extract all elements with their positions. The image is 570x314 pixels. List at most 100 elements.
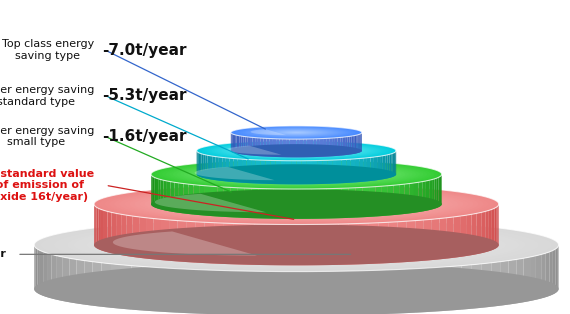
Polygon shape xyxy=(257,128,336,137)
Polygon shape xyxy=(121,265,132,310)
Polygon shape xyxy=(250,137,253,156)
Polygon shape xyxy=(364,270,377,314)
Polygon shape xyxy=(231,144,362,157)
Polygon shape xyxy=(254,146,339,155)
Polygon shape xyxy=(439,267,450,311)
Polygon shape xyxy=(356,187,363,218)
Polygon shape xyxy=(268,130,324,135)
Polygon shape xyxy=(290,139,293,157)
Polygon shape xyxy=(231,168,362,181)
Polygon shape xyxy=(278,172,315,176)
Polygon shape xyxy=(461,265,472,310)
Polygon shape xyxy=(355,159,359,182)
Polygon shape xyxy=(234,224,244,265)
Polygon shape xyxy=(276,202,317,206)
Polygon shape xyxy=(291,203,302,205)
Polygon shape xyxy=(418,181,422,212)
Text: Super energy saving
standard type: Super energy saving standard type xyxy=(0,85,94,106)
Polygon shape xyxy=(391,153,393,177)
Polygon shape xyxy=(359,134,360,153)
Polygon shape xyxy=(307,225,317,265)
Polygon shape xyxy=(242,159,246,183)
Text: Transformers of 30 years ago + 16.9t/year: Transformers of 30 years ago + 16.9t/yea… xyxy=(0,249,6,259)
Polygon shape xyxy=(238,127,356,138)
Polygon shape xyxy=(267,148,326,154)
Polygon shape xyxy=(101,263,111,308)
Polygon shape xyxy=(377,156,380,180)
Polygon shape xyxy=(269,272,283,314)
Polygon shape xyxy=(231,126,362,139)
Polygon shape xyxy=(219,157,222,181)
Polygon shape xyxy=(332,160,337,184)
Polygon shape xyxy=(267,130,326,135)
Polygon shape xyxy=(251,188,259,218)
Polygon shape xyxy=(124,187,469,221)
Polygon shape xyxy=(256,160,260,184)
Polygon shape xyxy=(94,184,499,225)
Polygon shape xyxy=(369,187,376,217)
Polygon shape xyxy=(246,199,347,209)
Polygon shape xyxy=(164,180,167,211)
Polygon shape xyxy=(146,218,153,259)
Polygon shape xyxy=(199,141,394,160)
Polygon shape xyxy=(186,221,195,263)
Polygon shape xyxy=(165,191,428,217)
Polygon shape xyxy=(264,241,329,248)
Polygon shape xyxy=(441,175,442,206)
Polygon shape xyxy=(221,197,372,212)
Polygon shape xyxy=(247,127,345,138)
Polygon shape xyxy=(200,153,202,177)
Polygon shape xyxy=(312,160,317,184)
Polygon shape xyxy=(289,189,296,219)
Polygon shape xyxy=(142,267,153,311)
Polygon shape xyxy=(276,160,281,184)
Polygon shape xyxy=(196,194,398,214)
Polygon shape xyxy=(388,185,394,216)
Polygon shape xyxy=(516,258,523,303)
Polygon shape xyxy=(349,224,359,265)
Polygon shape xyxy=(224,143,369,158)
Polygon shape xyxy=(192,234,401,256)
Polygon shape xyxy=(180,162,413,186)
Polygon shape xyxy=(67,222,526,268)
Polygon shape xyxy=(390,269,403,314)
Polygon shape xyxy=(205,195,388,213)
Polygon shape xyxy=(206,165,387,183)
Polygon shape xyxy=(303,139,307,157)
Polygon shape xyxy=(296,272,310,314)
Polygon shape xyxy=(231,144,361,157)
Polygon shape xyxy=(259,129,334,136)
Polygon shape xyxy=(251,199,342,209)
Polygon shape xyxy=(209,165,384,183)
Polygon shape xyxy=(281,189,289,219)
Polygon shape xyxy=(347,136,349,155)
Polygon shape xyxy=(169,161,424,187)
Polygon shape xyxy=(500,261,508,306)
Polygon shape xyxy=(219,143,374,159)
Polygon shape xyxy=(104,210,108,252)
Polygon shape xyxy=(498,205,499,247)
Polygon shape xyxy=(247,146,347,156)
Polygon shape xyxy=(438,176,440,207)
Polygon shape xyxy=(328,224,339,265)
Polygon shape xyxy=(389,154,391,178)
Polygon shape xyxy=(153,176,154,207)
Polygon shape xyxy=(460,215,466,257)
Polygon shape xyxy=(112,212,116,254)
Polygon shape xyxy=(523,257,530,302)
Polygon shape xyxy=(270,138,273,157)
Polygon shape xyxy=(432,219,439,260)
Polygon shape xyxy=(329,138,332,156)
Polygon shape xyxy=(170,181,174,212)
Polygon shape xyxy=(162,161,431,188)
Polygon shape xyxy=(281,161,286,184)
Polygon shape xyxy=(202,141,391,160)
Polygon shape xyxy=(280,131,313,134)
Polygon shape xyxy=(254,224,264,265)
Polygon shape xyxy=(324,271,337,314)
Polygon shape xyxy=(489,209,492,251)
Polygon shape xyxy=(287,132,306,133)
Polygon shape xyxy=(154,177,156,208)
Polygon shape xyxy=(310,272,324,314)
Polygon shape xyxy=(282,149,311,152)
